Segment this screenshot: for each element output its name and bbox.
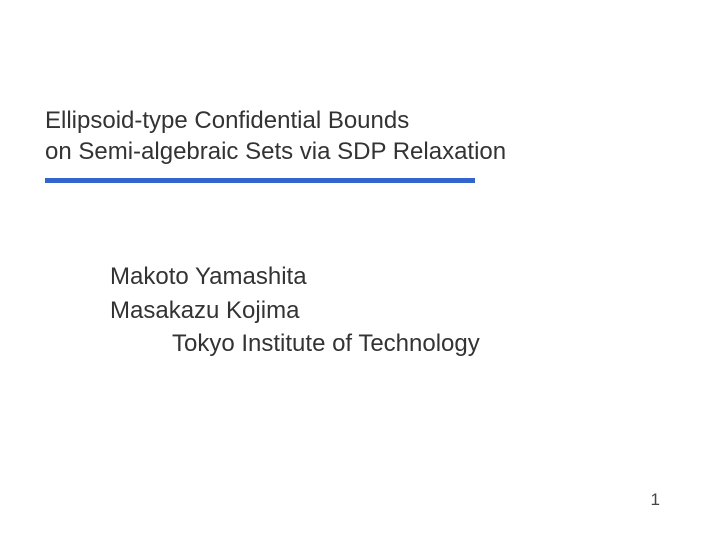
slide-container: Ellipsoid-type Confidential Bounds on Se…: [0, 0, 720, 540]
affiliation: Tokyo Institute of Technology: [172, 327, 480, 361]
title-line-1: Ellipsoid-type Confidential Bounds: [45, 105, 675, 136]
title-block: Ellipsoid-type Confidential Bounds on Se…: [45, 105, 675, 167]
author-1: Makoto Yamashita: [110, 260, 480, 294]
authors-block: Makoto Yamashita Masakazu Kojima Tokyo I…: [110, 260, 480, 361]
title-divider: [45, 178, 475, 183]
title-line-2: on Semi-algebraic Sets via SDP Relaxatio…: [45, 136, 675, 167]
page-number: 1: [651, 490, 660, 510]
author-2: Masakazu Kojima: [110, 294, 480, 328]
